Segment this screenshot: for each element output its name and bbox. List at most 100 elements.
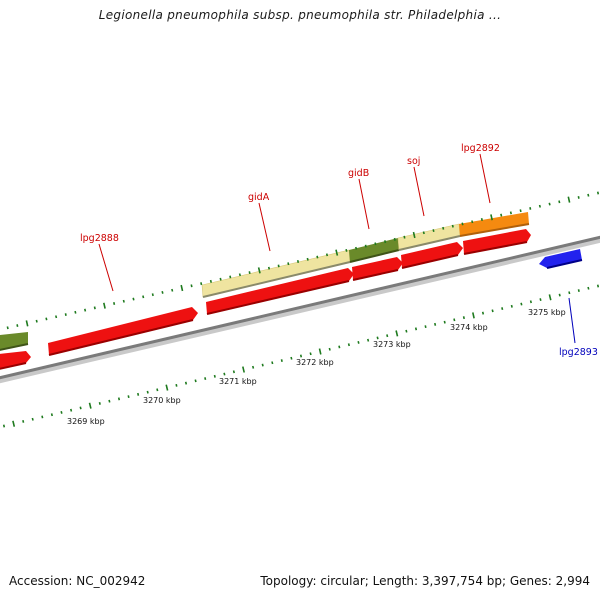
- top-track-minor-tick: [122, 299, 125, 303]
- top-track-minor-tick: [142, 295, 145, 299]
- leader-soj: [413, 166, 425, 217]
- cds-lpg2893[interactable]: [539, 249, 582, 268]
- bottom-track-major-tick: [88, 402, 92, 409]
- bottom-track-major-tick: [318, 348, 322, 355]
- bottom-track-minor-tick: [405, 329, 408, 333]
- scale-label-3271: 3271 kbp: [219, 377, 257, 386]
- top-track-minor-tick: [403, 235, 406, 239]
- cds-lpg2892[interactable]: [463, 229, 531, 254]
- leader-lpg2892: [479, 153, 491, 204]
- cds-gidA[interactable]: [206, 268, 354, 314]
- feature-orange-lpg2892-shadow: [459, 223, 530, 237]
- top-track-minor-tick: [161, 291, 164, 294]
- top-track-minor-tick: [55, 315, 58, 319]
- feature-olive-gidB-shadow: [349, 249, 400, 263]
- top-track-minor-tick: [538, 204, 541, 208]
- top-track-minor-tick: [509, 211, 512, 215]
- scale-label-3275: 3275 kbp: [528, 308, 566, 317]
- bottom-track-minor-tick: [577, 289, 580, 292]
- cds-soj[interactable]: [401, 242, 463, 268]
- bottom-track-minor-tick: [376, 336, 379, 340]
- bottom-track-minor-tick: [539, 298, 542, 301]
- bottom-track-minor-tick: [137, 392, 140, 396]
- cds-gidA-shadow: [206, 280, 350, 315]
- cds-gidB-shadow: [352, 269, 399, 281]
- bottom-track-minor-tick: [309, 352, 312, 356]
- bottom-track-minor-tick: [453, 318, 456, 322]
- top-track-minor-tick: [384, 240, 387, 244]
- top-track-major-tick: [103, 302, 106, 309]
- cds-lpg2888-shadow: [48, 319, 194, 356]
- gene-label-soj[interactable]: soj: [407, 156, 420, 167]
- bottom-track-minor-tick: [108, 399, 111, 403]
- top-track-minor-tick: [64, 313, 67, 316]
- topology-summary: Topology: circular; Length: 3,397,754 bp…: [260, 574, 590, 588]
- bottom-track-minor-tick: [338, 345, 341, 349]
- top-track-major-tick: [180, 284, 184, 292]
- bottom-track-major-tick: [242, 366, 245, 373]
- cds-lpg2888[interactable]: [48, 307, 198, 355]
- top-track-major-tick: [490, 214, 493, 221]
- bottom-track-minor-tick: [587, 286, 590, 290]
- scale-label-3273: 3273 kbp: [373, 340, 411, 349]
- cds-red-left[interactable]: [0, 351, 31, 371]
- bottom-track-minor-tick: [22, 420, 25, 423]
- top-track-minor-tick: [432, 229, 435, 232]
- bottom-track-minor-tick: [117, 397, 121, 401]
- cds-gidB[interactable]: [352, 257, 403, 280]
- top-track-minor-tick: [219, 277, 222, 281]
- gene-label-lpg2892[interactable]: lpg2892: [461, 143, 500, 154]
- top-track-minor-tick: [374, 242, 377, 246]
- top-track-minor-tick: [480, 218, 483, 221]
- gene-label-lpg2888[interactable]: lpg2888: [80, 233, 119, 244]
- bottom-track-minor-tick: [271, 361, 274, 365]
- feature-yellow-soj-shadow: [398, 235, 461, 251]
- feature-orange-lpg2892[interactable]: [459, 212, 529, 236]
- top-track-minor-tick: [84, 308, 87, 312]
- top-track-minor-tick: [200, 282, 203, 286]
- tick-track-bottom: [2, 284, 600, 428]
- top-track-minor-tick: [422, 231, 425, 235]
- top-track-minor-tick: [500, 213, 503, 217]
- feature-track: [0, 212, 583, 371]
- bottom-track-minor-tick: [357, 341, 360, 344]
- top-track-minor-tick: [6, 326, 9, 330]
- bottom-track-major-tick: [12, 420, 16, 427]
- bottom-track-minor-tick: [367, 338, 370, 342]
- top-track-minor-tick: [190, 284, 193, 288]
- backbone-shadow: [0, 237, 600, 384]
- scale-label-3274: 3274 kbp: [450, 323, 488, 332]
- page-title: Legionella pneumophila subsp. pneumophil…: [98, 8, 502, 22]
- top-track-minor-tick: [345, 249, 348, 252]
- top-track-major-tick: [412, 231, 416, 239]
- bottom-track-minor-tick: [127, 395, 130, 399]
- bottom-track-minor-tick: [529, 300, 532, 304]
- top-track-minor-tick: [558, 200, 561, 204]
- tick-track-top: [6, 191, 600, 330]
- cds-red-left-shadow: [0, 362, 27, 370]
- bottom-track-minor-tick: [194, 379, 197, 383]
- leader-gidB: [358, 178, 370, 230]
- feature-olive-gidB[interactable]: [349, 238, 399, 262]
- gene-label-gidB[interactable]: gidB: [348, 168, 369, 179]
- top-track-minor-tick: [277, 264, 280, 268]
- top-track-minor-tick: [393, 237, 396, 241]
- bottom-track-minor-tick: [213, 374, 216, 378]
- bottom-track-major-tick: [395, 330, 399, 337]
- bottom-track-minor-tick: [70, 408, 73, 412]
- bottom-track-major-tick: [165, 384, 169, 391]
- top-track-minor-tick: [132, 297, 135, 301]
- cds-lpg2893-shadow: [546, 259, 583, 269]
- gene-label-lpg2893[interactable]: lpg2893: [559, 347, 598, 358]
- bottom-track-minor-tick: [501, 307, 504, 310]
- bottom-track-minor-tick: [290, 356, 293, 360]
- bottom-track-minor-tick: [386, 334, 389, 338]
- bottom-track-minor-tick: [299, 354, 303, 358]
- bottom-track-minor-tick: [481, 311, 485, 315]
- gene-label-gidA[interactable]: gidA: [248, 192, 270, 203]
- bottom-track-minor-tick: [520, 302, 523, 306]
- cds-soj-shadow: [401, 254, 459, 269]
- bottom-track-minor-tick: [2, 424, 6, 428]
- leader-lpg2893: [568, 297, 576, 344]
